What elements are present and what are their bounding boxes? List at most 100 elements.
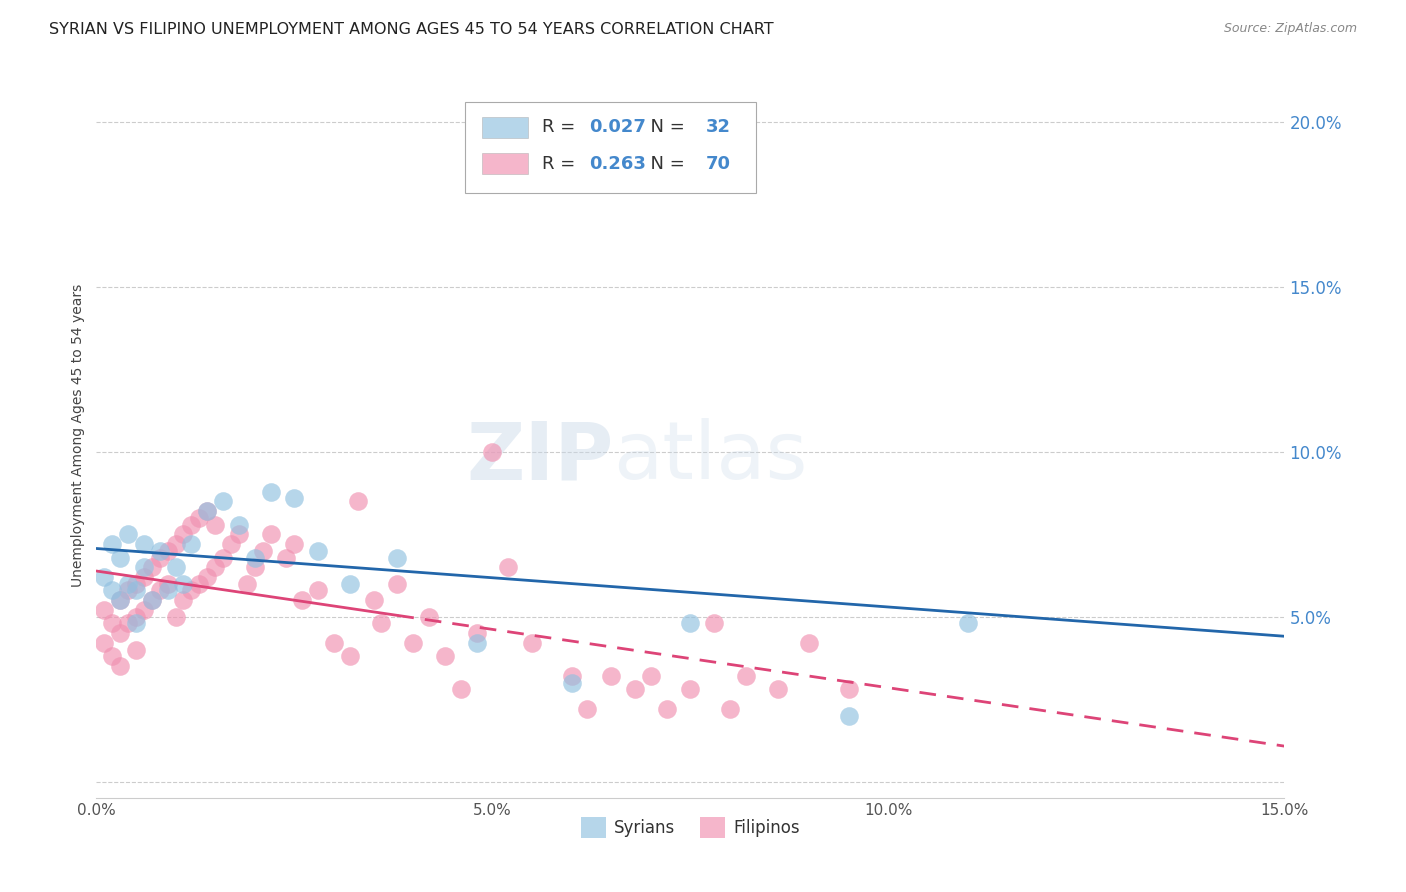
Point: [496, 560, 519, 574]
Point: [252, 544, 274, 558]
Point: [132, 560, 155, 574]
Point: [108, 593, 131, 607]
Point: [93, 570, 115, 584]
Text: Source: ZipAtlas.com: Source: ZipAtlas.com: [1223, 22, 1357, 36]
Point: [188, 577, 211, 591]
Point: [339, 577, 361, 591]
Point: [149, 544, 172, 558]
Point: [465, 626, 488, 640]
Legend: Syrians, Filipinos: Syrians, Filipinos: [574, 811, 807, 844]
Point: [101, 537, 124, 551]
Point: [363, 593, 385, 607]
Point: [600, 669, 623, 683]
Point: [219, 537, 242, 551]
Text: 0.263: 0.263: [589, 154, 647, 173]
Point: [465, 636, 488, 650]
Point: [149, 583, 172, 598]
Point: [228, 517, 250, 532]
Point: [172, 577, 194, 591]
FancyBboxPatch shape: [464, 102, 756, 193]
Point: [655, 702, 678, 716]
Point: [108, 550, 131, 565]
Point: [679, 616, 702, 631]
Point: [276, 550, 298, 565]
Point: [418, 610, 440, 624]
Point: [156, 544, 179, 558]
Point: [117, 577, 139, 591]
Point: [141, 593, 163, 607]
Point: [108, 593, 131, 607]
Point: [259, 484, 281, 499]
Y-axis label: Unemployment Among Ages 45 to 54 years: Unemployment Among Ages 45 to 54 years: [72, 284, 86, 587]
Text: N =: N =: [640, 154, 690, 173]
Point: [125, 642, 148, 657]
Point: [212, 550, 235, 565]
Point: [165, 610, 187, 624]
Point: [132, 570, 155, 584]
Point: [838, 708, 860, 723]
Point: [838, 682, 860, 697]
Point: [195, 504, 218, 518]
Point: [481, 445, 503, 459]
Point: [243, 550, 266, 565]
Point: [141, 560, 163, 574]
Point: [93, 603, 115, 617]
Point: [433, 649, 456, 664]
Text: 32: 32: [706, 119, 731, 136]
Point: [125, 610, 148, 624]
Point: [346, 494, 368, 508]
Point: [703, 616, 725, 631]
Point: [450, 682, 472, 697]
Point: [125, 577, 148, 591]
Point: [93, 636, 115, 650]
Point: [101, 583, 124, 598]
Text: R =: R =: [541, 154, 581, 173]
Point: [283, 537, 305, 551]
Point: [283, 491, 305, 506]
FancyBboxPatch shape: [482, 117, 527, 137]
Point: [402, 636, 425, 650]
Point: [291, 593, 314, 607]
Point: [180, 583, 202, 598]
Text: SYRIAN VS FILIPINO UNEMPLOYMENT AMONG AGES 45 TO 54 YEARS CORRELATION CHART: SYRIAN VS FILIPINO UNEMPLOYMENT AMONG AG…: [49, 22, 773, 37]
Point: [132, 537, 155, 551]
Point: [132, 603, 155, 617]
Point: [387, 550, 409, 565]
Point: [204, 517, 226, 532]
Point: [679, 682, 702, 697]
Point: [195, 570, 218, 584]
Point: [180, 537, 202, 551]
Point: [576, 702, 599, 716]
Point: [520, 636, 543, 650]
Point: [156, 583, 179, 598]
Point: [387, 577, 409, 591]
Point: [141, 593, 163, 607]
Point: [108, 659, 131, 673]
Point: [212, 494, 235, 508]
Text: R =: R =: [541, 119, 581, 136]
Point: [108, 626, 131, 640]
Point: [718, 702, 741, 716]
Point: [624, 682, 647, 697]
Point: [236, 577, 259, 591]
Point: [101, 616, 124, 631]
Point: [156, 577, 179, 591]
Point: [243, 560, 266, 574]
Point: [307, 583, 329, 598]
Point: [561, 669, 583, 683]
Point: [766, 682, 789, 697]
Point: [188, 511, 211, 525]
Text: 70: 70: [706, 154, 731, 173]
Point: [228, 527, 250, 541]
Point: [734, 669, 756, 683]
Point: [204, 560, 226, 574]
FancyBboxPatch shape: [482, 153, 527, 174]
Point: [125, 616, 148, 631]
Point: [117, 583, 139, 598]
Text: atlas: atlas: [613, 418, 807, 496]
Point: [165, 560, 187, 574]
Point: [117, 527, 139, 541]
Point: [101, 649, 124, 664]
Text: ZIP: ZIP: [465, 418, 613, 496]
Point: [640, 669, 662, 683]
